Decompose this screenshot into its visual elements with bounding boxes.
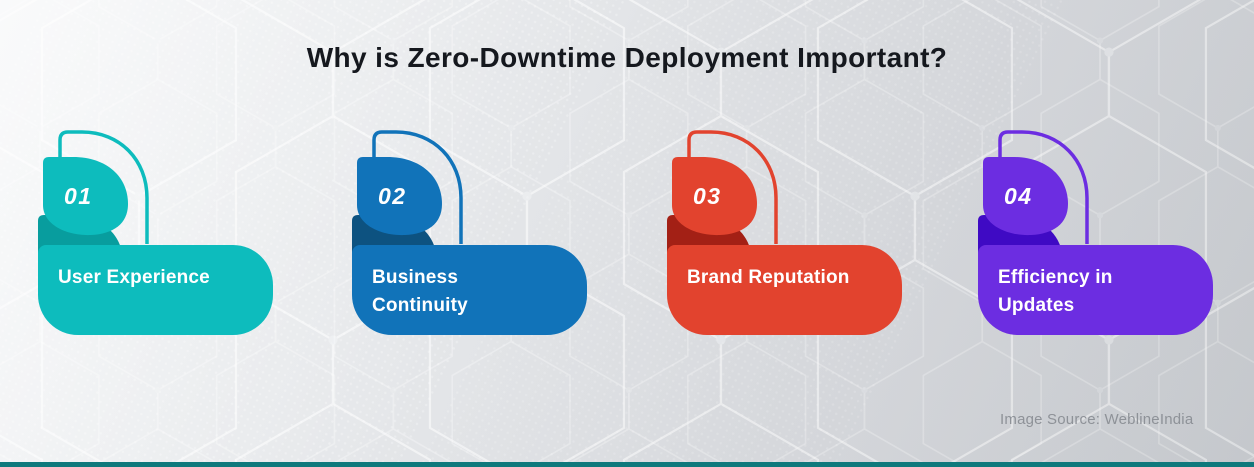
number-badge-leaf xyxy=(357,157,442,236)
item-number: 04 xyxy=(1004,183,1033,209)
item-body-shape xyxy=(352,245,587,335)
number-badge-leaf xyxy=(983,157,1068,236)
page-title: Why is Zero-Downtime Deployment Importan… xyxy=(306,42,948,73)
item-label: User Experience xyxy=(58,267,210,288)
swoosh-outline xyxy=(687,130,778,244)
swoosh-outline xyxy=(372,130,463,244)
swoosh-outline xyxy=(58,130,149,244)
swoosh-outline xyxy=(998,130,1089,244)
item-label: Efficiency in Updates xyxy=(998,267,1113,316)
item-body-shape xyxy=(667,245,902,335)
item-art: 02 xyxy=(352,130,587,335)
item-number: 02 xyxy=(378,183,407,209)
item-number: 03 xyxy=(693,183,722,209)
item-card-efficiency-in-updates: 04 Efficiency in Updates xyxy=(970,125,1220,345)
item-art: 01 xyxy=(38,130,273,335)
image-source-credit: Image Source: WeblineIndia xyxy=(1000,411,1194,428)
item-body-shape xyxy=(38,245,273,335)
item-label: Brand Reputation xyxy=(687,267,850,288)
item-label: Business Continuity xyxy=(372,267,468,316)
item-art: 04 xyxy=(978,130,1213,335)
item-body-shape xyxy=(978,245,1213,335)
item-card-user-experience: 01 User Experience xyxy=(30,125,280,345)
number-badge-leaf xyxy=(672,157,757,236)
item-number: 01 xyxy=(64,183,93,209)
bottom-accent-bar xyxy=(0,462,1254,467)
number-badge-leaf xyxy=(43,157,128,236)
item-card-business-continuity: 02 Business Continuity xyxy=(344,125,594,345)
item-art: 03 xyxy=(667,130,902,335)
item-card-brand-reputation: 03 Brand Reputation xyxy=(659,125,909,345)
